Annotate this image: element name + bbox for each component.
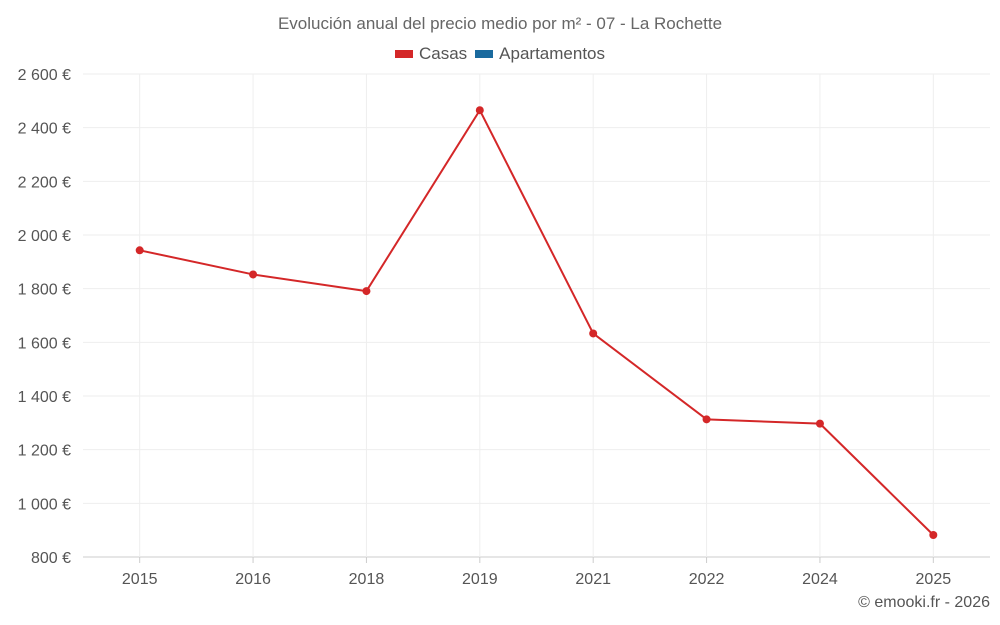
x-tick-label: 2022 [689,571,725,588]
x-tick-label: 2018 [349,571,385,588]
data-point-casas [135,246,144,255]
series-line-casas [139,109,935,536]
chart-title: Evolución anual del precio medio por m² … [277,14,723,33]
y-tick-label: 1 800 € [18,282,71,299]
x-tick-label: 2016 [235,571,271,588]
x-tick-label: 2021 [575,571,611,588]
data-point-casas [249,270,258,279]
y-tick-label: 2 200 € [18,174,71,191]
data-point-casas [929,530,938,539]
legend-swatch-apartamentos [475,50,494,58]
legend-item-casas[interactable]: Casas [394,44,468,64]
data-point-casas [815,419,824,428]
data-point-casas [362,287,371,296]
y-tick-label: 1 600 € [18,335,71,352]
data-point-casas [475,106,484,115]
data-point-casas [702,415,711,424]
y-tick-label: 1 000 € [18,496,71,513]
y-tick-label: 1 200 € [18,443,71,460]
legend-item-apartamentos[interactable]: Apartamentos [475,44,605,64]
y-tick-label: 1 400 € [18,389,71,406]
data-point-casas [589,329,598,338]
x-tick-label: 2025 [916,571,952,588]
legend-label-apartamentos: Apartamentos [499,44,606,63]
x-tick-label: 2024 [802,571,838,588]
x-tick-label: 2015 [122,571,158,588]
legend-swatch-casas [394,50,413,58]
credit-text: © emooki.fr - 2026 [858,594,990,611]
y-tick-label: 2 000 € [18,228,71,245]
y-tick-label: 2 400 € [18,121,71,138]
y-tick-label: 800 € [31,550,71,567]
chart-legend: Casas Apartamentos [0,44,1000,64]
y-tick-label: 2 600 € [18,67,71,84]
legend-label-casas: Casas [418,44,468,63]
x-tick-label: 2019 [462,571,498,588]
